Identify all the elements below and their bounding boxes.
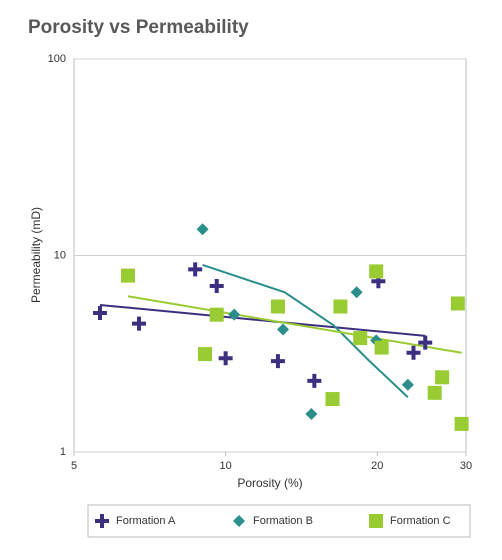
point	[196, 223, 209, 236]
point	[218, 351, 233, 366]
point	[305, 408, 318, 421]
chart-title: Porosity vs Permeability	[28, 17, 249, 38]
point	[401, 378, 414, 391]
point	[188, 262, 203, 277]
legend-label: Formation B	[253, 515, 313, 527]
legend-box	[87, 504, 471, 538]
point	[374, 340, 389, 355]
point	[418, 335, 433, 350]
point	[369, 264, 384, 279]
point	[198, 347, 213, 362]
trendline	[99, 303, 426, 337]
point	[277, 323, 290, 336]
x-axis-label: Porosity (%)	[237, 476, 302, 490]
legend-marker	[369, 514, 383, 528]
point	[333, 299, 348, 314]
point	[406, 345, 421, 360]
point	[270, 354, 285, 369]
y-tick-label: 1	[60, 446, 66, 458]
legend-marker	[233, 515, 245, 527]
point	[228, 308, 241, 321]
trendline	[202, 264, 409, 398]
point	[209, 307, 224, 322]
x-tick-label: 10	[220, 460, 232, 472]
point	[325, 392, 340, 407]
point	[454, 416, 469, 431]
legend-label: Formation A	[116, 515, 176, 527]
point	[350, 286, 363, 299]
point	[307, 373, 322, 388]
x-tick-label: 20	[371, 460, 383, 472]
point	[435, 370, 450, 385]
legend-marker	[95, 514, 109, 528]
y-axis-label: Permeability (mD)	[29, 207, 43, 303]
x-tick-label: 30	[460, 460, 472, 472]
point	[121, 268, 136, 283]
point	[209, 278, 224, 293]
y-tick-label: 100	[48, 53, 66, 65]
point	[450, 296, 465, 311]
y-tick-label: 10	[54, 249, 66, 261]
point	[427, 385, 442, 400]
trendline	[127, 295, 462, 354]
x-tick-label: 5	[71, 460, 77, 472]
point	[270, 299, 285, 314]
point	[353, 331, 368, 346]
legend-label: Formation C	[390, 515, 451, 527]
point	[92, 305, 107, 320]
point	[132, 316, 147, 331]
